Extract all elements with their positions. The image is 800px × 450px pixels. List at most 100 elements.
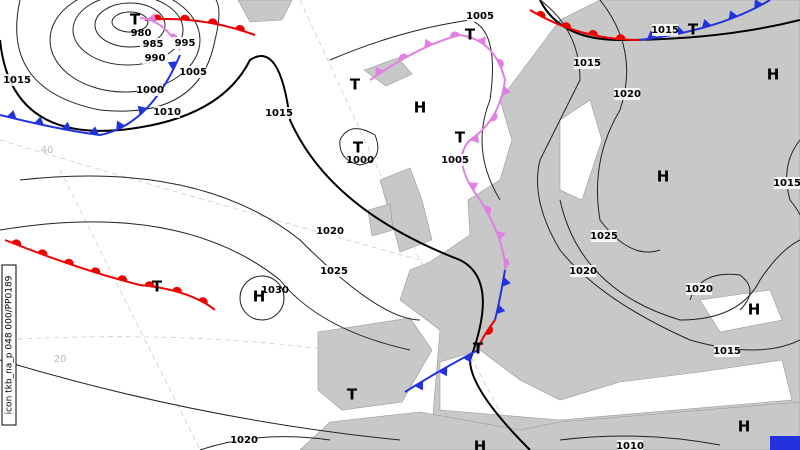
isobar-label: 995 xyxy=(175,38,196,49)
front-symbol xyxy=(207,18,218,25)
isobar-label-bg xyxy=(137,84,163,96)
front-symbol xyxy=(615,34,626,40)
isobar-label-bg xyxy=(467,10,493,22)
front-symbol xyxy=(646,30,657,40)
isobar-label: 1015 xyxy=(3,75,31,86)
front-symbol xyxy=(414,380,424,391)
isobar-label-bg xyxy=(142,52,168,64)
front-symbol xyxy=(468,182,479,192)
isobar-label-bg xyxy=(591,230,617,242)
isobar-label: 1025 xyxy=(320,266,348,277)
front-symbol xyxy=(167,61,178,71)
high-pressure: H xyxy=(748,301,761,319)
center-pressure: 980 xyxy=(131,28,152,39)
graticule-label: 20 xyxy=(54,354,67,365)
front-symbol xyxy=(137,105,147,115)
isobar-label-bg xyxy=(570,265,596,277)
front-symbol xyxy=(438,366,448,377)
isobar-label-bg xyxy=(617,440,643,450)
labels: T T T T T T T T T H H H H H H H 980 1000 1030 985 995 990 1005… xyxy=(3,10,800,450)
graticule-label: 40 xyxy=(41,145,54,156)
isobar-label-bg xyxy=(317,225,343,237)
low-pressure: T xyxy=(350,76,361,94)
isobar-label-bg xyxy=(4,74,30,86)
front-symbol xyxy=(588,30,598,37)
front-symbol xyxy=(144,281,155,287)
low-pressure: T xyxy=(473,340,484,358)
isobar-label: 1005 xyxy=(179,67,207,78)
low-pressure: T xyxy=(347,386,358,404)
isobar-label-bg xyxy=(774,177,800,189)
isobar-label-bg xyxy=(140,38,166,50)
isobar-label-bg xyxy=(652,24,678,36)
low-pressure: T xyxy=(130,11,141,29)
front-symbol xyxy=(470,133,479,144)
front-symbol xyxy=(754,0,764,9)
front-symbol xyxy=(504,258,510,268)
corner-mark xyxy=(770,436,800,450)
isobar-label-bg xyxy=(180,66,206,78)
label-box xyxy=(1,264,17,426)
isobar-label: 985 xyxy=(143,39,164,50)
low-pressure: T xyxy=(465,26,476,44)
graticule xyxy=(0,0,521,450)
front-symbol xyxy=(424,38,434,49)
front-symbol xyxy=(561,22,572,29)
high-pressure: H xyxy=(474,438,487,450)
isobar-label: 1010 xyxy=(153,107,181,118)
isobar-label-bg xyxy=(231,434,257,446)
front-symbol xyxy=(90,267,101,274)
front-symbol xyxy=(6,110,17,120)
front-symbol xyxy=(146,13,157,23)
isobar-label-bg xyxy=(154,106,180,118)
front-symbol xyxy=(728,10,738,20)
front-symbol xyxy=(198,297,208,305)
high-pressure: H xyxy=(657,168,670,186)
isobar-label-bg xyxy=(614,88,640,100)
isobar-label-bg xyxy=(442,154,468,166)
high-pressure: H xyxy=(414,99,427,117)
isobar-label: 1020 xyxy=(685,284,713,295)
front-symbol xyxy=(179,14,190,21)
front-symbol xyxy=(501,85,511,96)
high-pressure: H xyxy=(253,288,266,306)
isobar-label: 1000 xyxy=(136,85,164,96)
isobar-label: 1020 xyxy=(569,266,597,277)
front-symbol xyxy=(502,276,511,287)
isobar-label: 1015 xyxy=(573,58,601,69)
high-pressure: H xyxy=(767,66,780,84)
front-symbol xyxy=(496,231,506,241)
isobar-label: 1020 xyxy=(316,226,344,237)
front-symbol xyxy=(536,10,546,19)
front-symbol xyxy=(37,249,48,257)
isobar-label-bg xyxy=(714,345,740,357)
isobar-label: 1010 xyxy=(616,441,644,450)
front-symbol xyxy=(116,120,126,130)
isobar-label-bg xyxy=(172,37,198,49)
isobar-label: 1005 xyxy=(466,11,494,22)
front-symbol xyxy=(485,325,494,335)
front-symbol xyxy=(496,304,506,315)
front-symbol xyxy=(496,58,504,69)
inland-sea xyxy=(439,99,793,421)
front-symbol xyxy=(398,53,409,62)
center-pressure: 1030 xyxy=(261,285,289,296)
low-pressure: T xyxy=(353,139,364,157)
isobar-label-bg xyxy=(321,265,347,277)
side-label: icon tkb_na_p 048 000/PP0189 xyxy=(5,275,15,414)
isobar-label: 1015 xyxy=(773,178,800,189)
front-symbol xyxy=(34,116,44,126)
front-symbol xyxy=(490,112,498,122)
front-symbol xyxy=(63,258,74,266)
isobar-label: 1020 xyxy=(613,89,641,100)
low-pressure: T xyxy=(455,129,466,147)
high-pressure: H xyxy=(738,418,751,436)
front-symbol xyxy=(89,126,99,135)
front-symbol xyxy=(235,25,245,32)
front-symbol xyxy=(61,121,72,131)
isobar-label: 1005 xyxy=(441,155,469,166)
center-pressure: 1000 xyxy=(346,155,374,166)
low-pressure: T xyxy=(152,278,163,296)
low-pressure: T xyxy=(688,21,699,39)
isobar-label: 1015 xyxy=(265,108,293,119)
